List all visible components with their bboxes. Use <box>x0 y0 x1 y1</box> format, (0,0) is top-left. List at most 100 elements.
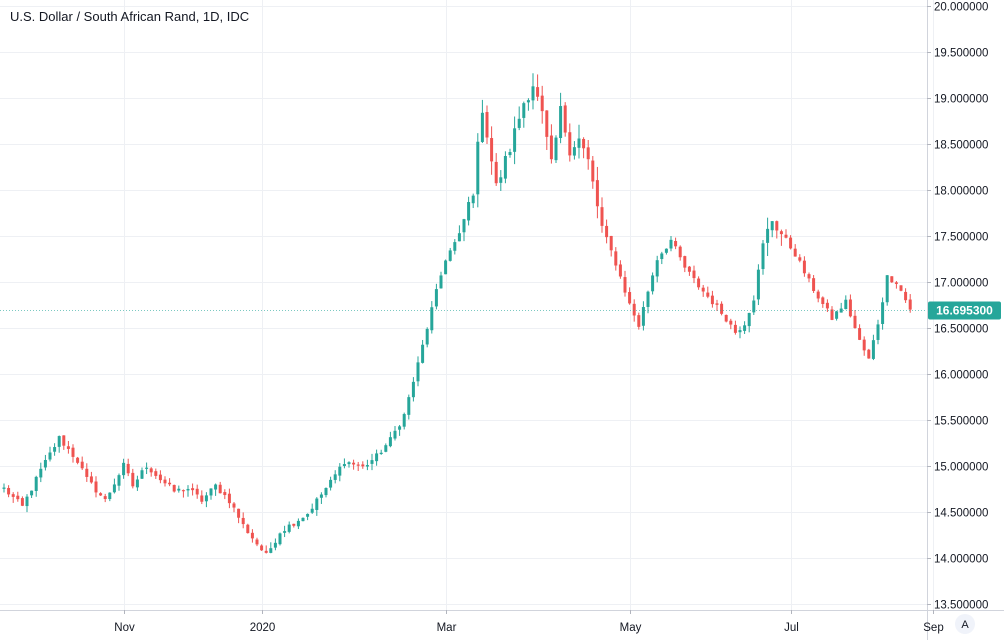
candle-down <box>720 301 724 316</box>
candle-body <box>894 282 898 284</box>
candle-body <box>733 324 737 333</box>
candle-down <box>536 74 540 101</box>
candle-up <box>453 239 457 255</box>
candle-down <box>706 286 710 299</box>
candle-body <box>333 474 337 480</box>
candle-body <box>517 118 521 128</box>
candle-body <box>756 269 760 300</box>
candle-down <box>361 461 365 469</box>
candle-up <box>375 449 379 466</box>
candle-down <box>733 320 737 335</box>
candle-body <box>66 446 70 449</box>
candle-down <box>812 275 816 294</box>
candle-body <box>904 291 908 301</box>
candle-body <box>7 487 11 495</box>
candle-body <box>421 344 425 363</box>
candle-down <box>85 463 89 482</box>
candle-up <box>430 301 434 334</box>
candle-body <box>687 266 691 272</box>
candle-body <box>586 147 590 160</box>
candle-up <box>315 497 319 516</box>
candle-down <box>862 336 866 356</box>
candle-body <box>375 453 379 462</box>
candle-body <box>462 219 466 233</box>
candle-down <box>582 137 586 159</box>
candle-body <box>232 503 236 508</box>
candle-up <box>407 394 411 420</box>
candle-body <box>416 362 420 382</box>
price-axis-tick-label: 16.500000 <box>934 324 988 336</box>
candle-body <box>540 95 544 112</box>
candle-body <box>186 488 190 491</box>
candle-down <box>605 219 609 244</box>
candle-body <box>503 156 507 179</box>
candle-body <box>531 86 535 101</box>
candle-body <box>11 494 15 497</box>
candle-up <box>135 475 139 491</box>
candle-up <box>365 459 369 471</box>
candle-body <box>660 253 664 260</box>
price-axis-tick-label: 14.500000 <box>934 508 988 520</box>
candle-body <box>177 488 181 491</box>
candle-up <box>503 151 507 184</box>
candle-body <box>485 112 489 138</box>
candle-down <box>816 289 820 303</box>
candle-down <box>99 492 103 496</box>
candle-body <box>692 270 696 279</box>
candle-up <box>287 521 291 534</box>
candle-body <box>471 195 475 204</box>
price-axis-tick-label: 18.500000 <box>934 140 988 152</box>
candle-up <box>660 251 664 265</box>
candle-body <box>393 430 397 439</box>
candle-body <box>572 147 576 156</box>
candle-body <box>209 488 213 496</box>
candle-up <box>393 425 397 441</box>
time-axis-tick-label: 2020 <box>250 622 276 634</box>
candle-down <box>899 285 903 292</box>
price-axis-tick-label: 15.500000 <box>934 416 988 428</box>
candle-body <box>411 381 415 398</box>
candle-body <box>250 532 254 539</box>
candle-down <box>683 255 687 273</box>
candle-body <box>480 112 484 142</box>
candle-down <box>71 444 75 463</box>
candle-body <box>522 103 526 118</box>
auto-scale-button[interactable]: A <box>955 614 975 634</box>
candle-down <box>867 348 871 359</box>
candle-body <box>490 138 494 162</box>
candle-body <box>766 228 770 243</box>
candle-up <box>559 92 563 144</box>
candle-down <box>825 299 829 313</box>
candle-body <box>453 242 457 251</box>
candle-down <box>223 489 227 500</box>
candle-body <box>2 487 6 489</box>
candle-down <box>154 468 158 479</box>
candle-up <box>462 218 466 242</box>
candle-down <box>168 478 172 487</box>
candle-up <box>421 339 425 364</box>
candle-body <box>135 479 139 488</box>
candle-down <box>232 502 236 513</box>
candle-up <box>646 290 650 314</box>
candle-up <box>145 462 149 475</box>
candle-up <box>34 475 38 497</box>
candle-up <box>324 487 328 498</box>
candle-down <box>858 324 862 341</box>
candle-body <box>342 464 346 467</box>
candle-up <box>471 193 475 209</box>
candle-down <box>701 284 705 297</box>
candle-body <box>89 476 93 483</box>
candle-body <box>706 292 710 297</box>
candle-body <box>775 221 779 231</box>
price-axis-tick-label: 14.000000 <box>934 554 988 566</box>
candle-down <box>623 270 627 297</box>
candle-body <box>85 468 89 477</box>
candle-down <box>172 484 176 493</box>
candle-body <box>784 234 788 238</box>
candle-body <box>402 414 406 427</box>
candle-up <box>310 503 314 514</box>
candle-body <box>494 161 498 184</box>
candle-body <box>430 307 434 331</box>
